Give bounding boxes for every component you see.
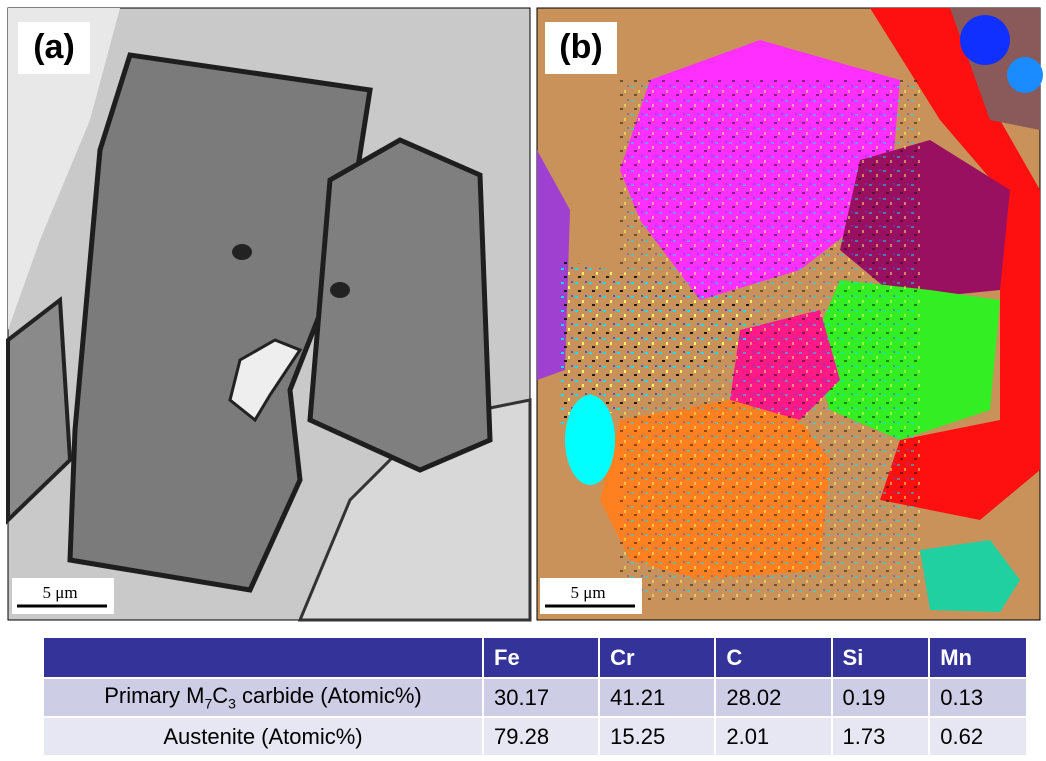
panel-label: (b): [559, 28, 602, 66]
value-cell: 0.13: [929, 678, 1027, 717]
value-cell: 41.21: [599, 678, 715, 717]
scale-bar-label: 5 μm: [570, 583, 605, 602]
column-header: Si: [832, 637, 930, 678]
value-cell: 0.62: [929, 717, 1027, 756]
row-label: Primary M7C3 carbide (Atomic%): [43, 678, 483, 717]
label-text: carbide (Atomic%): [236, 683, 422, 708]
column-header: C: [715, 637, 831, 678]
column-header: Cr: [599, 637, 715, 678]
scale-bar-label: 5 μm: [42, 583, 77, 602]
subscript: 3: [228, 696, 236, 712]
column-header: Mn: [929, 637, 1027, 678]
panel-label: (a): [33, 28, 75, 66]
value-cell: 30.17: [483, 678, 599, 717]
panel-b: (b) 5 μm: [537, 8, 1043, 620]
value-cell: 2.01: [715, 717, 831, 756]
column-header: Fe: [483, 637, 599, 678]
value-cell: 79.28: [483, 717, 599, 756]
label-text: Austenite (Atomic%): [163, 724, 362, 749]
label-text: C: [212, 683, 228, 708]
row-label: Austenite (Atomic%): [43, 717, 483, 756]
figure: (a) 5 μm (b) 5 μm FeCrCSiMnPrimary M7C3 …: [0, 0, 1046, 761]
label-text: Primary M: [104, 683, 204, 708]
value-cell: 0.19: [832, 678, 930, 717]
panel-a: (a) 5 μm: [8, 8, 530, 620]
value-cell: 28.02: [715, 678, 831, 717]
micrographs: (a) 5 μm (b) 5 μm: [0, 0, 1046, 630]
value-cell: 15.25: [599, 717, 715, 756]
corner-cell: [43, 637, 483, 678]
value-cell: 1.73: [832, 717, 930, 756]
